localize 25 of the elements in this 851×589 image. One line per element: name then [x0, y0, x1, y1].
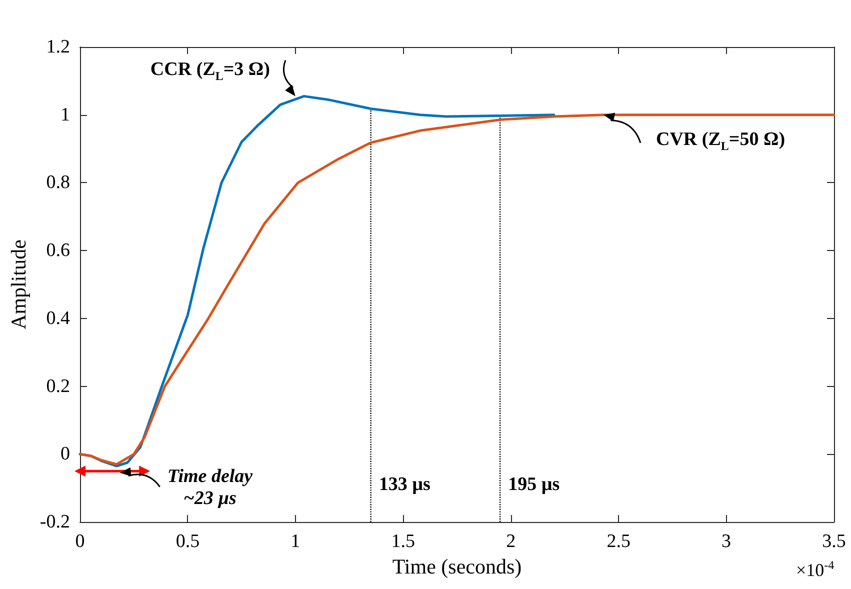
x-tick-label: 3.5: [822, 531, 846, 552]
y-tick-label: 0: [60, 444, 70, 465]
annotation: Time delay ~23 µs: [167, 466, 253, 510]
ref-line-label: 133 µs: [378, 474, 430, 496]
y-tick-label: 0.8: [46, 172, 70, 194]
x-tick-label: 1: [290, 531, 300, 552]
y-tick-label: 0.6: [46, 240, 70, 262]
y-tick-label: -0.2: [40, 512, 70, 532]
ref-line-label: 195 µs: [508, 474, 560, 496]
x-axis-title: Time (seconds): [392, 554, 522, 578]
line-series: [78, 114, 836, 466]
y-tick-label: 1.2: [46, 36, 70, 58]
x-tick-label: 1.5: [391, 531, 416, 552]
y-axis-title: Amplitude: [6, 240, 30, 330]
x-tick-label: 2.5: [606, 531, 630, 552]
y-tick-label: 0.4: [46, 308, 70, 329]
y-tick-label: 0.2: [46, 376, 70, 397]
annotation: CVR (Z$_{L}$=50 Ω): [656, 128, 786, 155]
x-tick-label: 0.5: [176, 531, 200, 552]
annotation: CCR (Z$_{L}$=3 Ω): [150, 59, 270, 85]
x-tick-label: 2: [506, 531, 516, 552]
x-tick-label: 0: [75, 531, 85, 552]
text: ×10$^{-4}$: [796, 556, 834, 580]
x-tick-label: 3: [722, 531, 732, 552]
y-tick-label: 1: [60, 104, 70, 126]
